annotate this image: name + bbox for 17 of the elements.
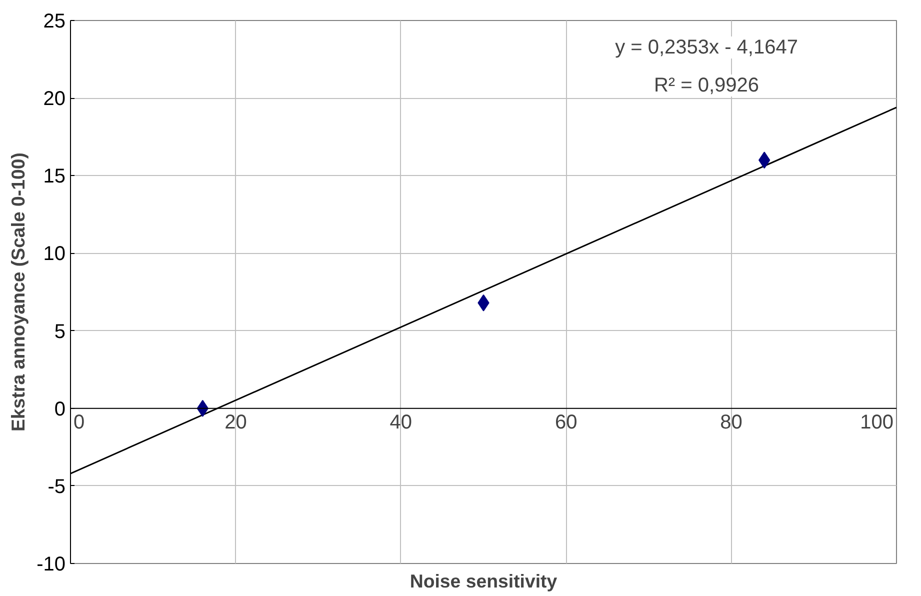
x-tick-label: 60 bbox=[554, 411, 578, 434]
y-tick-label: 25 bbox=[43, 10, 66, 32]
y-tick-label: -5 bbox=[48, 476, 66, 498]
y-tick-label: -10 bbox=[36, 554, 66, 576]
y-axis-title: Ekstra annoyance (Scale 0-100) bbox=[8, 152, 29, 432]
x-tick-label: 80 bbox=[720, 411, 742, 434]
x-tick-label: 100 bbox=[860, 411, 894, 434]
y-tick-label: 20 bbox=[43, 88, 66, 110]
annotation: R² = 0,9926 bbox=[654, 74, 760, 97]
y-tick-label: 15 bbox=[43, 166, 66, 188]
x-tick-label: 0 bbox=[74, 411, 85, 434]
x-tick-label: 40 bbox=[390, 411, 412, 434]
y-tick-label: 5 bbox=[54, 320, 66, 343]
x-axis-title: Noise sensitivity bbox=[410, 570, 558, 592]
x-tick-label: 20 bbox=[224, 411, 247, 434]
annotation: y = 0,2353x - 4,1647 bbox=[615, 36, 798, 59]
y-tick-label: 10 bbox=[43, 243, 66, 266]
